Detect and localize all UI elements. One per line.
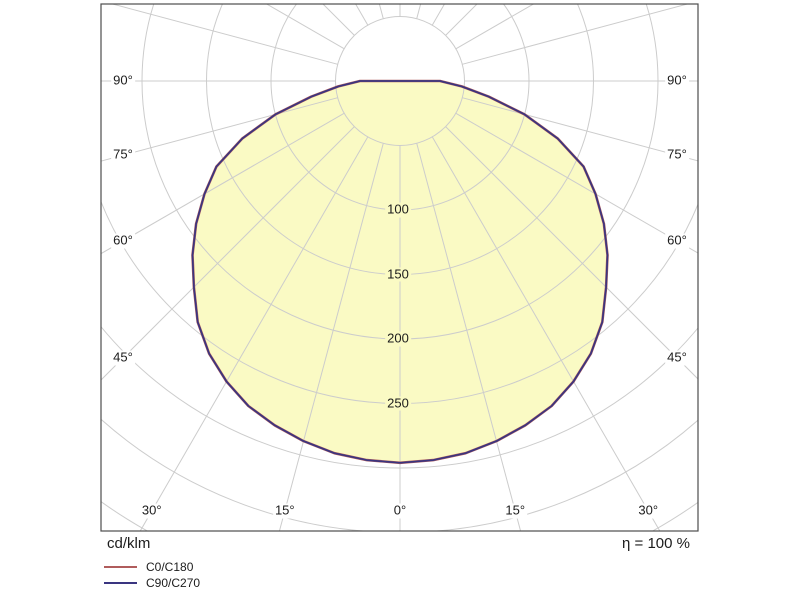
radial-unit-label: cd/klm — [107, 535, 151, 552]
c0-plane-line-swatch — [104, 566, 137, 568]
angle-label-left-75: 75° — [111, 146, 135, 163]
angle-label-bottom-r30: 30° — [636, 502, 661, 519]
legend-label-c90: C90/C270 — [146, 576, 201, 590]
angle-label-bottom-c0: 0° — [391, 502, 409, 519]
legend-item-c90: C90/C270 — [104, 575, 200, 591]
radial-tick-label-200: 200 — [385, 330, 411, 347]
radial-tick-label-100: 100 — [385, 201, 411, 218]
efficiency-label: η = 100 % — [622, 535, 690, 552]
legend-item-c0: C0/C180 — [104, 559, 200, 575]
angle-label-left-90: 90° — [111, 72, 135, 89]
angle-label-right-60: 60° — [665, 232, 689, 249]
legend: C0/C180 C90/C270 — [104, 559, 200, 591]
angle-label-left-60: 60° — [111, 232, 135, 249]
angle-label-right-90: 90° — [665, 72, 689, 89]
angle-label-left-45: 45° — [111, 349, 135, 366]
angle-label-right-75: 75° — [665, 146, 689, 163]
angle-label-bottom-l30: 30° — [139, 502, 164, 519]
angle-label-bottom-l15: 15° — [272, 502, 297, 519]
radial-tick-label-250: 250 — [385, 395, 411, 411]
legend-label-c0: C0/C180 — [146, 560, 194, 574]
radial-tick-label-150: 150 — [385, 266, 411, 282]
angle-label-right-45: 45° — [665, 349, 689, 366]
angle-label-bottom-r15: 15° — [503, 502, 528, 519]
c90-plane-line-swatch — [104, 582, 137, 584]
